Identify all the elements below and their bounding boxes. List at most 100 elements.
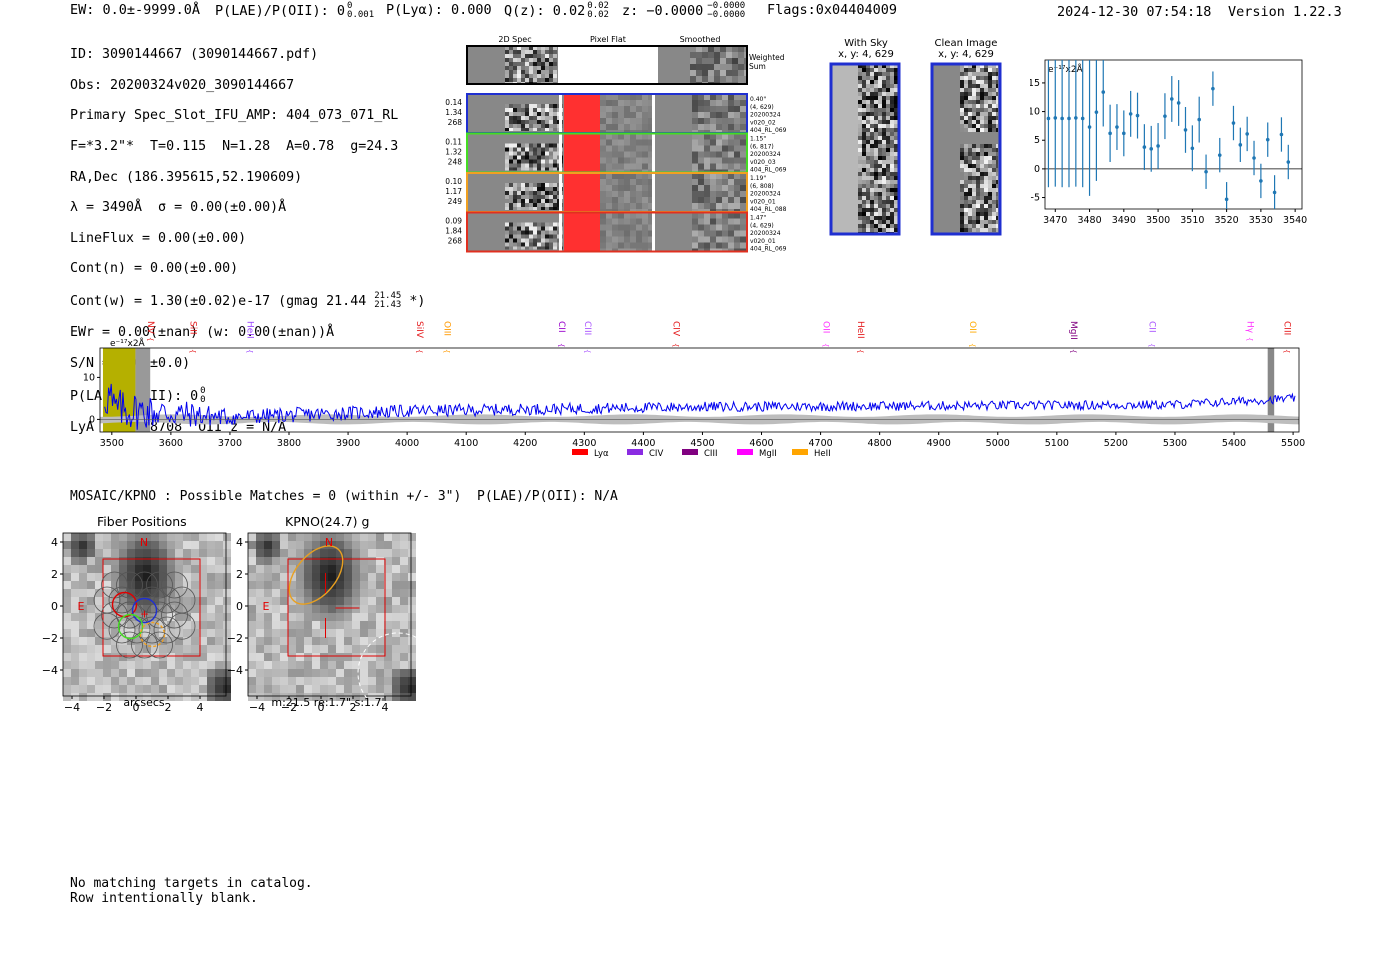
emission-line-bracket: {: [415, 349, 423, 353]
zoom-point: [1074, 116, 1078, 120]
legend-swatch: [792, 449, 808, 455]
zoom-scale-label: e⁻¹⁷x2Å: [1048, 63, 1084, 75]
cutout-right-value: v020_01: [750, 238, 776, 245]
spec-xtick-label: 5500: [1281, 438, 1305, 449]
zoom-point: [1176, 101, 1181, 105]
cutout-flat-noise: [600, 212, 652, 252]
img-xtick-label: 2: [165, 701, 172, 714]
cutout-flat-divider: [652, 173, 655, 212]
zoom-xtick-label: 3470: [1043, 215, 1067, 226]
footer-note: No matching targets in catalog. Row inten…: [70, 876, 313, 906]
zoom-point: [1115, 125, 1119, 129]
spec-xtick-label: 4500: [690, 438, 714, 449]
cutout-left-value: 0.11: [445, 138, 462, 147]
zoom-point: [1122, 131, 1126, 136]
cutout-smooth-noise: [692, 212, 747, 252]
zoom-point: [1149, 147, 1154, 151]
fiber-circle: [153, 616, 181, 644]
red-box: [287, 558, 386, 657]
zoom-point: [1053, 116, 1058, 120]
cutout-2d-divider: [559, 212, 562, 252]
zoom-point: [1224, 197, 1229, 202]
info-contw: Cont(w) = 1.30(±0.02)e-17 (gmag 21.44 21…: [70, 291, 426, 311]
emission-line-label: CII: [1147, 321, 1157, 333]
emission-line-label: CIII: [582, 321, 592, 335]
emission-line-label: HeII: [855, 321, 865, 339]
kpno-caption: m:21.5 re:1.7" s:1.7": [271, 696, 386, 709]
fiber-orange: [139, 621, 166, 648]
zoom-point: [1204, 169, 1208, 174]
zoom-point: [1087, 125, 1092, 129]
zoom-point: [1163, 114, 1167, 118]
zoom-point: [1108, 131, 1112, 136]
cutout-2d-divider: [559, 94, 562, 133]
cutout-right-value: v020_02: [750, 119, 776, 126]
weighted-sum-label: Weighted Sum: [749, 53, 785, 71]
spec-xtick-label: 3900: [336, 438, 360, 449]
zoom-xtick-label: 3530: [1249, 215, 1273, 226]
legend-swatch: [627, 449, 643, 455]
spec-xtick-label: 4400: [631, 438, 655, 449]
cutout-right-value: 404_RL_069: [750, 167, 787, 174]
cutout-2d-divider: [559, 133, 562, 173]
with-sky-noise: [858, 64, 898, 234]
emission-line-bracket: {: [188, 349, 196, 353]
cutout-left-value: 0.14: [445, 98, 462, 107]
kpno-title: KPNO(24.7) g: [285, 514, 370, 529]
clean-border: [930, 62, 1002, 236]
emission-line-bracket: {: [1069, 349, 1077, 353]
spec-xtick-label: 4300: [572, 438, 596, 449]
zoom-point: [1286, 160, 1291, 164]
zoom-point: [1094, 110, 1099, 114]
legend-label: CIV: [649, 449, 663, 459]
spec-xtick-label: 4000: [395, 438, 419, 449]
img-xtick-label: −2: [281, 701, 297, 714]
info-fparams: F=*3.2"* T=0.115 N=1.28 A=0.78 g=24.3: [70, 139, 399, 155]
fiber-circle: [108, 616, 136, 644]
spec-xtick-label: 4800: [868, 438, 892, 449]
zoom-point: [1211, 86, 1215, 91]
cutout-left-value: 1.17: [445, 187, 462, 196]
emission-line-label: Hγ: [1245, 321, 1255, 334]
info-obs: Obs: 20200324v020_3090144667: [70, 77, 295, 93]
cutout-smooth-noise: [692, 173, 747, 212]
img-xtick-label: −4: [64, 701, 80, 714]
clean-noise-top: [960, 64, 998, 132]
zoom-point: [1169, 97, 1174, 101]
cutout-right-value: 404_RL_088: [750, 206, 787, 213]
cutout-left-value: 1.32: [445, 148, 462, 157]
zoom-point: [1183, 128, 1188, 132]
info-ewr: EWr = 0.00(±nan) (w: 0.00(±nan))Å: [70, 325, 335, 341]
emission-line-bracket: {: [557, 343, 565, 347]
cutout-left-value: 268: [448, 237, 463, 246]
emission-line-bracket: {: [442, 349, 450, 353]
cutout-left-value: 1.84: [445, 227, 462, 236]
zoom-point: [1259, 179, 1263, 183]
north-label-2: N: [325, 536, 333, 549]
emission-line-bracket: {: [822, 343, 830, 347]
spec-xtick-label: 4700: [808, 438, 832, 449]
zoom-point: [1101, 90, 1106, 94]
zoom-axes-frame: [1044, 59, 1303, 210]
emission-line-bracket: {: [1282, 349, 1290, 353]
emission-line-label: NV: [145, 321, 155, 335]
img-ytick-label: 2: [51, 568, 58, 581]
cutout-right-value: (6, 808): [750, 183, 774, 190]
matches-line: MOSAIC/KPNO : Possible Matches = 0 (with…: [70, 489, 618, 504]
masked-region-skyline: [1267, 348, 1275, 432]
info-id: ID: 3090144667 (3090144667.pdf): [70, 47, 319, 63]
spec-xtick-label: 5400: [1222, 438, 1246, 449]
zoom-point: [1265, 137, 1270, 142]
img-ytick-label: 0: [51, 600, 58, 613]
emission-line-label: CIV: [671, 321, 681, 337]
fiber-blue: [131, 597, 158, 624]
cutout-flat-noise: [600, 133, 652, 173]
zoom-ytick-label: 10: [1030, 107, 1040, 118]
zoom-point: [1197, 117, 1201, 122]
fiber-circle: [146, 571, 173, 599]
fiber-circle: [116, 601, 143, 629]
img-ytick-label: −2: [227, 632, 243, 645]
zoom-point: [1156, 144, 1160, 148]
zoom-point: [1252, 156, 1256, 160]
cutout-2d-noise: [505, 104, 563, 131]
